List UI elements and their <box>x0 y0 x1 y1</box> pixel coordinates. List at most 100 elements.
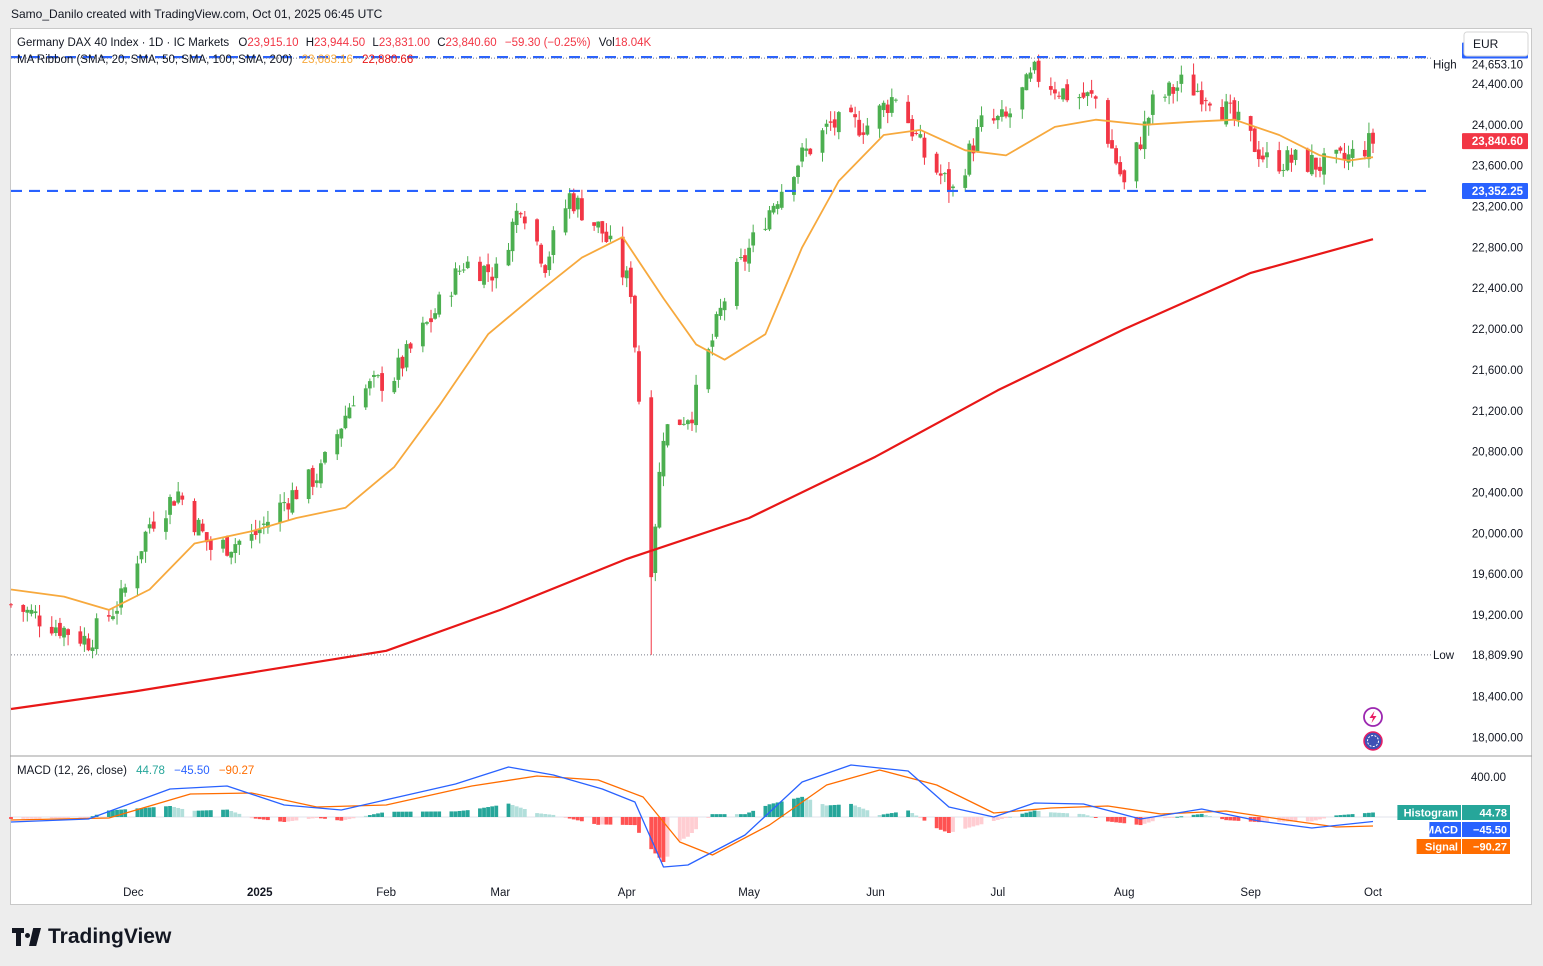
candle-body <box>1167 82 1172 96</box>
candle <box>979 106 984 132</box>
candle-body <box>400 356 405 369</box>
candle-body <box>1203 100 1208 102</box>
candle-body <box>1142 121 1147 150</box>
price-tick: 21,600.00 <box>1472 365 1523 377</box>
candle <box>600 220 605 243</box>
macd-histogram-bar <box>1134 817 1139 825</box>
candle <box>828 111 833 131</box>
candle-body <box>1093 96 1098 99</box>
candle-body <box>1089 90 1094 94</box>
ma-value-20: 23,683.16 <box>302 54 353 66</box>
macd-histogram-bar <box>796 797 800 817</box>
macd-histogram-bar <box>539 813 544 817</box>
macd-histogram-bar <box>286 817 291 822</box>
tradingview-logo[interactable]: TradingView <box>12 925 171 949</box>
candle <box>494 257 499 289</box>
candle-body <box>633 295 637 348</box>
candle-body <box>751 232 756 246</box>
macd-histogram-bar <box>192 810 197 817</box>
macd-histogram-bar <box>367 815 372 817</box>
candle-body <box>461 269 466 271</box>
candle-body <box>620 236 625 278</box>
candle <box>482 264 486 289</box>
candle <box>975 119 980 153</box>
currency-button[interactable] <box>1463 31 1529 57</box>
candle-body <box>180 495 185 500</box>
candle <box>1362 141 1367 160</box>
candle <box>164 510 168 540</box>
candle-body <box>1150 94 1155 115</box>
ma-value-200: 22,880.66 <box>362 54 413 66</box>
currency-label: EUR <box>1473 37 1499 51</box>
candle <box>1118 156 1123 177</box>
candle-body <box>1118 162 1123 175</box>
candle-body <box>918 134 923 138</box>
candle-body <box>877 105 882 129</box>
candle-body <box>347 407 352 419</box>
candle-body <box>596 221 601 228</box>
candle <box>653 523 658 582</box>
low-tag: Low <box>1433 650 1455 662</box>
candle <box>1167 81 1172 105</box>
candle-body <box>278 502 283 523</box>
candle <box>119 579 124 615</box>
candle <box>1224 93 1229 127</box>
candle-body <box>1314 157 1318 170</box>
macd-pane: 400.00 Histogram 44.78 MACD −45.50 Signal −90.… <box>9 764 1510 868</box>
macd-hist-tag-label: Histogram <box>1404 808 1459 820</box>
macd-histogram-bar <box>282 817 287 822</box>
macd-histogram-bar <box>1293 817 1298 822</box>
high-value: 24,653.10 <box>1472 60 1523 72</box>
macd-histogram-bar <box>135 808 140 817</box>
candle <box>1146 116 1151 136</box>
candle-body <box>1000 109 1004 117</box>
candle <box>539 243 544 268</box>
candle <box>938 164 943 185</box>
candle <box>1285 146 1290 172</box>
macd-histogram-bar <box>681 817 686 839</box>
macd-histogram-bar <box>861 808 866 817</box>
candle-body <box>119 588 124 608</box>
last-price-label-box <box>1462 133 1528 150</box>
candle <box>942 172 947 183</box>
candle <box>1150 90 1155 124</box>
candle <box>396 348 401 388</box>
candle-body <box>310 467 315 487</box>
flash-icon[interactable] <box>1363 707 1383 727</box>
candle <box>429 309 433 333</box>
globe-icon[interactable] <box>1363 731 1383 751</box>
candle <box>1207 101 1212 112</box>
candle-body <box>1106 100 1110 144</box>
candle <box>739 248 743 260</box>
candle <box>58 617 62 639</box>
price-chart[interactable]: 400.00 Histogram 44.78 MACD −45.50 Signal −90.… <box>0 0 1543 906</box>
price-tick: 22,800.00 <box>1472 242 1523 254</box>
candle <box>1110 129 1114 149</box>
candle-body <box>522 216 527 224</box>
candle <box>319 459 323 489</box>
candle <box>665 423 670 448</box>
candle-body <box>1260 155 1265 160</box>
candle-body <box>351 405 356 407</box>
candle <box>425 321 429 326</box>
candle-body <box>1342 152 1347 161</box>
candle <box>649 390 654 655</box>
macd-histogram-bar <box>694 817 698 830</box>
candle-body <box>1362 149 1367 157</box>
macd-histogram-bar <box>600 817 605 825</box>
macd-histogram-bar <box>804 798 809 817</box>
candle-body <box>637 351 641 402</box>
macd-legend-hist: 44.78 <box>136 765 165 777</box>
candle <box>690 411 694 432</box>
high-tag: High <box>1433 60 1457 72</box>
candle <box>824 119 829 135</box>
candle-body <box>739 257 743 259</box>
macd-histogram-bar <box>433 811 437 817</box>
macd-histogram-bar <box>604 817 609 825</box>
candle <box>885 99 890 124</box>
candle-body <box>49 626 54 634</box>
candle-body <box>420 322 425 347</box>
candle <box>543 264 548 278</box>
macd-histogram-bar <box>918 817 923 819</box>
candle <box>339 427 344 447</box>
